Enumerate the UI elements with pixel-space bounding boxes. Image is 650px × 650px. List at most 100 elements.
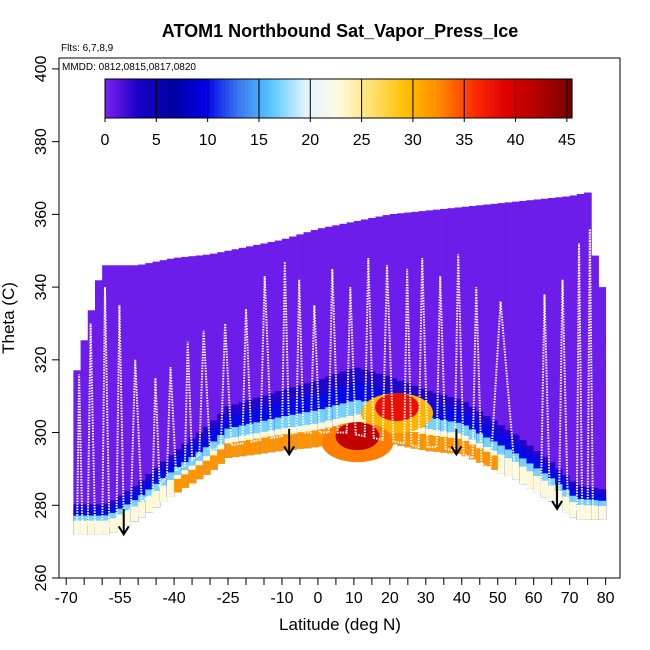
colorbar-segment bbox=[536, 79, 542, 118]
field-column bbox=[310, 230, 319, 448]
field-band-cell bbox=[548, 485, 556, 502]
colorbar-segment bbox=[143, 79, 149, 118]
field-column bbox=[425, 210, 434, 452]
field-band-cell bbox=[411, 432, 420, 449]
colorbar-segment bbox=[501, 79, 507, 118]
down-arrow bbox=[117, 508, 130, 537]
field-column bbox=[274, 240, 283, 452]
field-column bbox=[562, 196, 571, 513]
colorbar-tick-label: 0 bbox=[101, 132, 110, 149]
field-column bbox=[361, 219, 369, 441]
colorbar-segment bbox=[287, 79, 293, 118]
colorbar-tick-label: 45 bbox=[558, 132, 576, 149]
colorbar-segment bbox=[295, 79, 301, 118]
field-column bbox=[94, 280, 103, 535]
field-column bbox=[382, 215, 391, 444]
colorbar-segment bbox=[490, 79, 495, 118]
field-band-cell bbox=[188, 469, 197, 484]
colorbar-segment bbox=[178, 79, 184, 118]
field-column bbox=[80, 340, 89, 535]
colorbar-segment bbox=[385, 79, 390, 118]
field-column bbox=[548, 198, 556, 502]
field-band-cell bbox=[217, 449, 225, 464]
x-tick-label: -70 bbox=[55, 590, 78, 607]
field-column bbox=[303, 232, 312, 449]
colorbar-segment bbox=[322, 79, 328, 118]
down-arrow bbox=[551, 483, 563, 511]
colorbar-segment bbox=[552, 79, 558, 118]
x-tick-label: 60 bbox=[525, 590, 543, 607]
field-column bbox=[461, 206, 470, 457]
colorbar-segment bbox=[163, 79, 168, 118]
field-column bbox=[598, 287, 607, 520]
flight-tracks bbox=[76, 228, 594, 535]
field-column bbox=[468, 206, 477, 460]
colorbar-segment bbox=[505, 79, 511, 118]
field-band-cell bbox=[476, 448, 484, 463]
field-band-cell bbox=[138, 501, 146, 518]
field-column bbox=[519, 200, 527, 485]
colorbar-segment bbox=[248, 79, 254, 118]
field-column bbox=[375, 216, 384, 443]
field-column bbox=[512, 201, 520, 480]
x-axis-label: Latitude (deg N) bbox=[279, 615, 401, 634]
colorbar-segment bbox=[544, 79, 550, 118]
colorbar-segment bbox=[210, 79, 215, 118]
field-column bbox=[210, 253, 218, 470]
dates-subtitle: MMDD: 0812,0815,0817,0820 bbox=[62, 62, 196, 73]
field-band-cell bbox=[174, 478, 182, 493]
plot-frame bbox=[58, 57, 621, 579]
field-column bbox=[346, 222, 355, 442]
colorbar-segment bbox=[280, 79, 285, 118]
field-band-cell bbox=[425, 435, 434, 452]
colorbar-segment bbox=[396, 79, 402, 118]
field-column bbox=[440, 208, 448, 453]
field-column bbox=[87, 310, 96, 535]
colorbar-segment bbox=[213, 79, 219, 118]
field-band-cell bbox=[210, 455, 218, 470]
x-tick-label: -55 bbox=[109, 590, 132, 607]
field-band-cell bbox=[238, 441, 247, 457]
field-band-cell bbox=[152, 490, 161, 508]
colorbar-segment bbox=[548, 79, 554, 118]
field-band-cell bbox=[181, 474, 189, 488]
colorbar-segment bbox=[182, 79, 188, 118]
colorbar-segment bbox=[303, 79, 308, 118]
x-tick-label: 80 bbox=[597, 590, 615, 607]
flights-subtitle: Flts: 6,7,8,9 bbox=[61, 43, 114, 54]
field-band-cell bbox=[274, 435, 283, 452]
field-band-cell bbox=[231, 442, 240, 458]
field-band-cell bbox=[569, 502, 578, 518]
colorbar-segment bbox=[568, 79, 573, 118]
colorbar-segment bbox=[447, 79, 452, 118]
colorbar-segment bbox=[498, 79, 503, 118]
arrow-head bbox=[450, 445, 463, 457]
colorbar-segment bbox=[186, 79, 192, 118]
colorbar-segment bbox=[175, 79, 180, 118]
field-column bbox=[289, 236, 297, 450]
field-column bbox=[109, 265, 118, 533]
field-column bbox=[411, 211, 420, 449]
field-band-cell bbox=[94, 520, 103, 535]
field-column bbox=[533, 199, 542, 493]
colorbar-segment bbox=[420, 79, 425, 118]
colorbar-segment bbox=[357, 79, 363, 118]
colorbar-segment bbox=[560, 79, 565, 118]
colorbar-segment bbox=[225, 79, 231, 118]
colorbar-tick-label: 10 bbox=[199, 132, 217, 149]
colorbar-segment bbox=[241, 79, 246, 118]
colorbar-segment bbox=[416, 79, 421, 118]
field-band-cell bbox=[224, 443, 233, 458]
field-column bbox=[555, 197, 563, 507]
arrow-head bbox=[117, 525, 130, 537]
heatmap-field bbox=[73, 192, 607, 535]
y-tick-label: 360 bbox=[33, 201, 50, 228]
arrow-markers bbox=[117, 428, 563, 537]
colorbar-segment bbox=[311, 79, 316, 118]
field-column bbox=[159, 260, 168, 502]
field-band-cell bbox=[253, 438, 261, 455]
colorbar-segment bbox=[291, 79, 297, 118]
field-band-cell bbox=[454, 438, 463, 454]
colorbar-segment bbox=[276, 79, 281, 118]
colorbar-segment bbox=[132, 79, 137, 118]
